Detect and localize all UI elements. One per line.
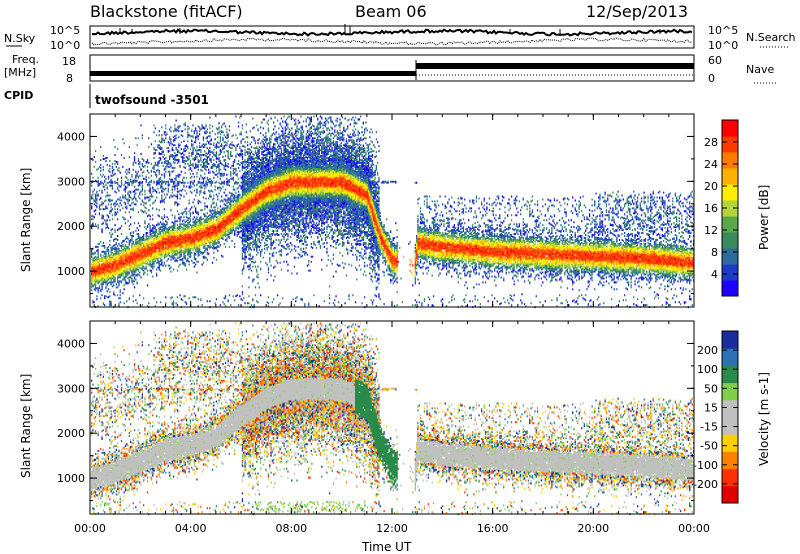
velocity-colorbar-swatch [722, 399, 738, 418]
power-colorbar-swatch [722, 232, 738, 249]
power-colorbar-swatch [722, 184, 738, 201]
noise-left-tick-bottom: 10^0 [50, 39, 80, 52]
y-tick-label: 3000 [57, 175, 85, 188]
y-tick-label: 1000 [57, 265, 85, 278]
y-tick-label: 3000 [57, 382, 85, 395]
power-colorbar-swatch [722, 152, 738, 169]
nave-right-tick-bottom: 0 [708, 72, 715, 85]
power-colorbar-swatch [722, 200, 738, 217]
power-colorbar-swatch [722, 248, 738, 265]
y-tick-label: 4000 [57, 130, 85, 143]
freq-label-line2: [MHz] [4, 66, 36, 79]
velocity-colorbar-swatch [722, 365, 738, 384]
noise-traces [91, 24, 693, 46]
x-tick-label: 08:00 [275, 522, 307, 535]
nave-right-tick-top: 60 [708, 54, 722, 67]
power-cells [91, 170, 695, 283]
y-tick-label: 2000 [57, 427, 85, 440]
velocity-colorbar-tick-label: 50 [704, 382, 718, 395]
freq-trace-early [90, 71, 416, 76]
x-tick-label: 04:00 [175, 522, 207, 535]
velocity-colorbar-frame [721, 330, 739, 504]
power-colorbar-swatch [722, 168, 738, 185]
power-colorbar-label: Power [dB] [757, 185, 771, 250]
velocity-colorbar-swatch [722, 417, 738, 435]
x-tick-label: 20:00 [577, 522, 609, 535]
y-tick-label: 2000 [57, 220, 85, 233]
power-colorbar-swatch [722, 280, 738, 297]
noise-right-tick-top: 10^5 [708, 24, 738, 37]
y-tick-label: 1000 [57, 472, 85, 485]
velocity-ylabel: Slant Range [km] [19, 374, 33, 478]
power-colorbar-tick-label: 4 [711, 268, 718, 281]
noise-left-tick-top: 10^5 [50, 24, 80, 37]
noise-sky-trace [91, 28, 693, 37]
velocity-heatmap [91, 322, 695, 516]
velocity-colorbar: 200 100 50 15 -15 -50 -100 -200 [693, 330, 739, 504]
time-axis-label: Time UT [361, 540, 412, 554]
y-tick-label: 4000 [57, 337, 85, 350]
velocity-colorbar-swatch [722, 434, 738, 452]
velocity-colorbar-tick-label: -50 [700, 440, 718, 453]
freq-left-tick-top: 18 [62, 55, 76, 68]
velocity-cells [91, 323, 695, 516]
power-colorbar-swatch [722, 136, 738, 153]
power-colorbar-tick-label: 24 [704, 158, 718, 171]
freq-label-line1: Freq. [12, 53, 39, 66]
power-colorbar-tick-label: 16 [704, 202, 718, 215]
cpid-value: twofsound -3501 [95, 93, 209, 107]
noise-search-trace [91, 37, 693, 46]
velocity-cells [91, 322, 695, 516]
velocity-colorbar-swatch [722, 382, 738, 401]
date-title: 12/Sep/2013 [586, 2, 688, 21]
velocity-colorbar-tick-label: 200 [697, 344, 718, 357]
velocity-colorbar-tick-label: 100 [697, 363, 718, 376]
power-cells [91, 115, 695, 309]
velocity-cells [91, 322, 693, 516]
power-colorbar-tick-label: 28 [704, 136, 718, 149]
noise-panel-frame [89, 25, 695, 49]
power-ylabel: Slant Range [km] [19, 168, 33, 272]
velocity-colorbar-tick-label: -15 [700, 421, 718, 434]
velocity-colorbar-swatch [722, 468, 738, 487]
power-colorbar: 28 24 20 16 12 8 4 [704, 119, 739, 297]
velocity-colorbar-label: Velocity [m s-1] [757, 372, 771, 466]
x-tick-label: 00:00 [74, 522, 106, 535]
noise-right-tick-bottom: 10^0 [708, 39, 738, 52]
velocity-axes: 1000 2000 3000 4000 [57, 321, 695, 514]
noise-right-label: N.Search [746, 31, 796, 44]
beam-title: Beam 06 [355, 2, 427, 21]
velocity-colorbar-tick-label: -200 [693, 478, 718, 491]
power-colorbar-swatch [722, 216, 738, 233]
power-colorbar-tick-label: 12 [704, 224, 718, 237]
power-colorbar-tick-label: 8 [711, 246, 718, 259]
noise-left-label: N.Sky [4, 32, 36, 45]
velocity-colorbar-swatch [722, 331, 738, 349]
cpid-label: CPID [4, 89, 33, 102]
power-heatmap [91, 115, 695, 309]
velocity-colorbar-swatch [722, 485, 738, 504]
station-title: Blackstone (fitACF) [90, 2, 243, 21]
freq-trace-late [416, 63, 694, 69]
x-tick-label: 00:00 [678, 522, 710, 535]
power-cells [91, 175, 695, 277]
velocity-colorbar-swatch [722, 451, 738, 470]
velocity-colorbar-tick-label: 15 [704, 401, 718, 414]
x-tick-label: 12:00 [376, 522, 408, 535]
x-tick-label: 16:00 [477, 522, 509, 535]
freq-left-tick-bottom: 8 [66, 72, 73, 85]
nave-label: Nave [746, 63, 774, 76]
velocity-colorbar-tick-label: -100 [693, 459, 718, 472]
time-tick-labels: 00:00 04:00 08:00 12:00 16:00 20:00 00:00 [74, 522, 710, 535]
power-colorbar-swatch [722, 120, 738, 137]
power-colorbar-swatch [722, 264, 738, 281]
power-colorbar-tick-label: 20 [704, 180, 718, 193]
power-axes: 1000 2000 3000 4000 [57, 114, 695, 307]
velocity-colorbar-swatch [722, 348, 738, 366]
